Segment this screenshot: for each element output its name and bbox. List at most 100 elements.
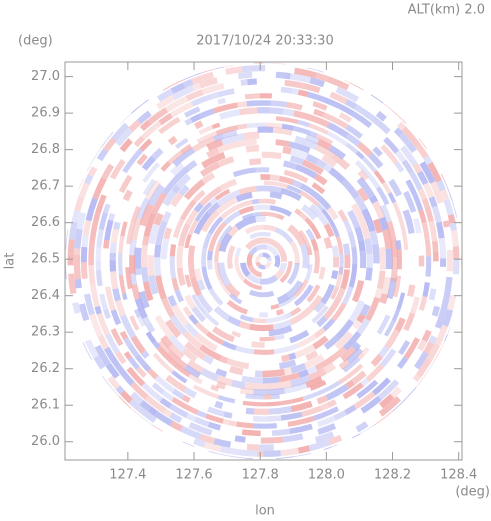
echo-cell bbox=[187, 219, 199, 236]
echo-cell bbox=[373, 170, 386, 184]
echo-cell bbox=[68, 221, 78, 240]
echo-cell bbox=[264, 401, 281, 407]
echo-cell bbox=[386, 277, 397, 300]
echo-cell bbox=[341, 178, 360, 199]
echo-cell bbox=[263, 180, 288, 189]
echo-cell bbox=[123, 337, 133, 347]
echo-cell bbox=[323, 236, 333, 249]
echo-cell bbox=[372, 377, 391, 396]
echo-cell bbox=[324, 97, 342, 110]
echo-cell bbox=[339, 104, 355, 116]
echo-cell bbox=[130, 391, 144, 405]
echo-cell bbox=[72, 302, 81, 314]
echo-cell bbox=[418, 255, 425, 267]
echo-cell bbox=[315, 72, 330, 83]
echo-cell bbox=[96, 270, 103, 287]
echo-cell bbox=[219, 109, 241, 120]
echo-cell bbox=[359, 303, 371, 317]
echo-cell bbox=[292, 179, 303, 189]
echo-cell bbox=[289, 155, 305, 166]
echo-cell bbox=[171, 184, 181, 194]
echo-cell bbox=[184, 117, 193, 126]
echo-cell bbox=[180, 205, 193, 221]
echo-cell bbox=[323, 362, 337, 374]
echo-cell bbox=[245, 407, 255, 415]
echo-cell bbox=[216, 375, 233, 387]
echo-cell bbox=[311, 311, 324, 324]
echo-cell bbox=[290, 363, 307, 374]
echo-cell bbox=[291, 88, 299, 95]
echo-cell bbox=[147, 107, 169, 125]
echo-cell bbox=[372, 200, 386, 219]
echo-cell bbox=[378, 345, 390, 358]
echo-cell bbox=[332, 346, 348, 360]
echo-cell bbox=[299, 190, 320, 207]
echo-cell bbox=[101, 163, 115, 180]
echo-cell bbox=[161, 390, 175, 402]
echo-cell bbox=[357, 141, 373, 157]
echo-cell bbox=[301, 204, 318, 221]
echo-cell bbox=[193, 211, 212, 235]
echo-cell bbox=[308, 439, 331, 452]
echo-cell bbox=[281, 123, 294, 131]
echo-cell bbox=[240, 262, 251, 278]
echo-cell bbox=[312, 335, 329, 350]
echo-cell bbox=[80, 262, 88, 279]
echo-cell bbox=[255, 244, 268, 251]
echo-cell bbox=[343, 219, 353, 234]
echo-cell bbox=[289, 423, 313, 435]
echo-cell bbox=[201, 82, 225, 95]
echo-cell bbox=[313, 250, 320, 274]
echo-cell bbox=[309, 380, 327, 391]
echo-cell bbox=[390, 386, 402, 399]
echo-cell bbox=[81, 234, 89, 248]
echo-cell bbox=[298, 229, 311, 248]
echo-cell bbox=[117, 110, 132, 125]
echo-cell bbox=[96, 312, 110, 336]
echo-cell bbox=[342, 286, 354, 305]
echo-cell bbox=[126, 221, 136, 245]
echo-cell bbox=[395, 240, 402, 250]
echo-cell bbox=[138, 406, 157, 423]
echo-cell bbox=[204, 312, 220, 327]
echo-cell bbox=[312, 413, 323, 421]
echo-cell bbox=[356, 318, 371, 335]
echo-cell bbox=[215, 125, 239, 136]
echo-cell bbox=[452, 259, 460, 275]
echo-cell bbox=[95, 247, 102, 261]
echo-cell bbox=[412, 373, 422, 383]
echo-cell bbox=[227, 225, 239, 237]
echo-cell bbox=[136, 110, 152, 125]
echo-cell bbox=[98, 212, 108, 230]
echo-cell bbox=[344, 76, 352, 84]
echo-cell bbox=[335, 235, 344, 255]
echo-cell bbox=[107, 375, 121, 390]
echo-cell bbox=[184, 106, 201, 118]
echo-cell bbox=[191, 136, 216, 153]
echo-cell bbox=[203, 441, 222, 452]
echo-cell bbox=[183, 364, 201, 379]
echo-cell bbox=[323, 163, 333, 173]
echo-cell bbox=[305, 113, 330, 128]
echo-cell bbox=[293, 110, 308, 120]
echo-cell bbox=[259, 275, 278, 285]
echo-cell bbox=[184, 274, 192, 288]
echo-cell bbox=[141, 350, 150, 359]
echo-cell bbox=[428, 220, 438, 242]
echo-cell bbox=[244, 224, 264, 235]
echo-cell bbox=[156, 345, 174, 364]
echo-cell bbox=[440, 172, 448, 181]
echo-cell bbox=[103, 239, 110, 249]
echo-cell bbox=[380, 348, 397, 368]
echo-cell bbox=[281, 354, 290, 362]
echo-cell bbox=[213, 438, 232, 448]
echo-cell bbox=[211, 122, 221, 130]
echo-cell bbox=[417, 188, 427, 200]
echo-cell bbox=[347, 231, 357, 248]
echo-cell bbox=[245, 393, 264, 400]
echo-cell bbox=[217, 225, 233, 244]
echo-cell bbox=[316, 133, 333, 146]
echo-cell bbox=[396, 249, 402, 270]
echo-cell bbox=[174, 289, 184, 303]
echo-cell bbox=[115, 351, 127, 365]
